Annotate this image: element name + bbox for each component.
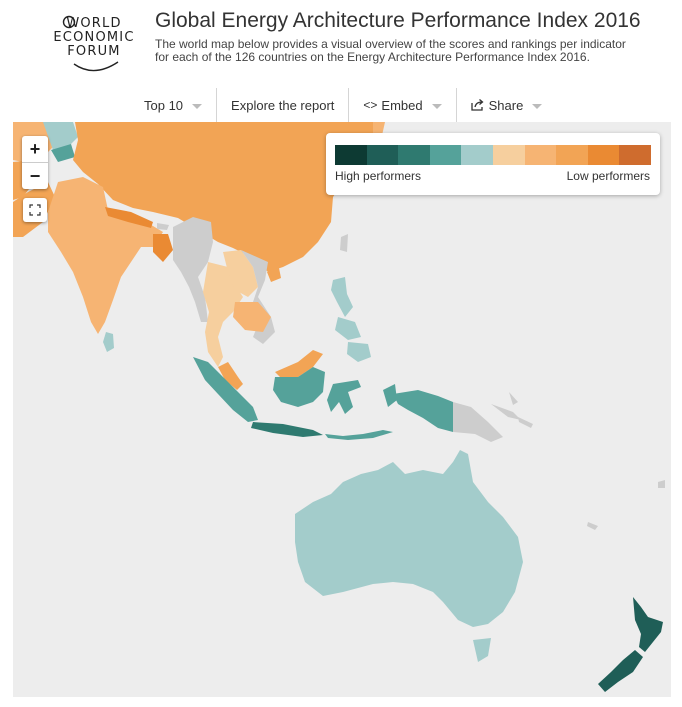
share-dropdown[interactable]: Share: [457, 88, 557, 122]
country-malaysia-borneo[interactable]: [275, 350, 323, 380]
logo-line-1: WORLD: [66, 16, 122, 31]
legend-high-label: High performers: [335, 169, 422, 183]
top10-dropdown[interactable]: Top 10: [130, 88, 216, 122]
divider: [216, 88, 218, 122]
legend-swatch: [524, 145, 557, 165]
zoom-out-button[interactable]: −: [22, 162, 48, 189]
fullscreen-button[interactable]: [23, 198, 47, 222]
legend-swatch: [429, 145, 462, 165]
legend-swatch: [619, 145, 651, 165]
page-title: Global Energy Architecture Performance I…: [155, 9, 641, 32]
chevron-down-icon: [431, 103, 442, 109]
country-nepal[interactable]: [105, 207, 153, 228]
explore-label: Explore the report: [231, 97, 335, 113]
wef-logo: WORLD ECONOMIC FORUM: [48, 14, 140, 74]
map-legend: High performers Low performers: [326, 133, 660, 195]
divider: [348, 88, 350, 122]
country-thailand[interactable]: [203, 262, 243, 367]
embed-label: Embed: [381, 97, 423, 113]
divider: [455, 88, 457, 122]
world-map[interactable]: [13, 122, 671, 697]
country-myanmar[interactable]: [173, 217, 213, 322]
country-solomon-islands[interactable]: [518, 417, 533, 428]
country-indonesia-nusa[interactable]: [325, 430, 393, 440]
country-papua-new-guinea[interactable]: [453, 402, 503, 442]
country-australia[interactable]: [295, 450, 523, 627]
chevron-down-icon: [532, 103, 543, 109]
legend-swatch: [461, 145, 493, 165]
country-philippines-luzon[interactable]: [331, 277, 353, 317]
toolbar: Top 10 Explore the report <> Embed Share: [130, 88, 556, 122]
legend-low-label: Low performers: [566, 169, 650, 183]
logo-line-2: ECONOMIC: [53, 30, 135, 45]
code-icon: <>: [363, 98, 378, 112]
country-hainan[interactable]: [267, 268, 281, 282]
map-canvas[interactable]: [13, 122, 671, 697]
country-indonesia-borneo[interactable]: [273, 367, 325, 407]
country-cambodia[interactable]: [233, 302, 271, 332]
legend-swatch: [556, 145, 588, 165]
country-indonesia-sulawesi[interactable]: [327, 380, 361, 414]
country-indonesia-sumatra[interactable]: [193, 357, 258, 422]
country-indonesia-papua[interactable]: [393, 390, 453, 432]
share-label: Share: [488, 97, 524, 113]
country-tasmania[interactable]: [473, 638, 491, 662]
share-icon: [470, 99, 484, 111]
legend-swatch: [492, 145, 525, 165]
country-fiji[interactable]: [658, 480, 665, 488]
chevron-down-icon: [192, 103, 203, 109]
legend-swatch: [335, 145, 367, 165]
country-kyrgyzstan[interactable]: [51, 144, 75, 162]
country-malaysia-peninsula[interactable]: [218, 362, 243, 390]
country-indonesia-java[interactable]: [251, 422, 323, 437]
logo-line-3: FORUM: [67, 44, 121, 59]
country-indonesia-maluku[interactable]: [383, 384, 397, 407]
country-india[interactable]: [48, 177, 163, 334]
country-bhutan[interactable]: [157, 223, 169, 230]
legend-swatch: [366, 145, 399, 165]
fullscreen-icon: [29, 204, 41, 216]
country-laos[interactable]: [223, 250, 258, 297]
country-china[interactable]: [73, 122, 383, 272]
zoom-in-button[interactable]: +: [29, 139, 41, 159]
country-new-zealand-north[interactable]: [633, 597, 663, 652]
country-philippines-mindanao[interactable]: [347, 342, 371, 362]
country-taiwan[interactable]: [340, 234, 348, 252]
explore-report-link[interactable]: Explore the report: [217, 88, 348, 122]
zoom-control: + −: [22, 136, 48, 189]
legend-swatch: [398, 145, 430, 165]
legend-swatch: [587, 145, 620, 165]
country-new-zealand-south[interactable]: [598, 650, 643, 692]
legend-color-scale: [335, 145, 651, 165]
country-kazakhstan[interactable]: [43, 122, 78, 152]
country-png-islands[interactable]: [491, 392, 521, 420]
logo-arc-icon: [62, 15, 119, 72]
page-subtitle: The world map below provides a visual ov…: [155, 37, 626, 64]
embed-dropdown[interactable]: <> Embed: [349, 88, 455, 122]
country-sri-lanka[interactable]: [103, 332, 114, 352]
country-new-caledonia[interactable]: [587, 522, 598, 530]
country-bangladesh[interactable]: [153, 234, 173, 262]
country-philippines-visayas[interactable]: [335, 317, 361, 340]
top10-label: Top 10: [144, 97, 184, 113]
